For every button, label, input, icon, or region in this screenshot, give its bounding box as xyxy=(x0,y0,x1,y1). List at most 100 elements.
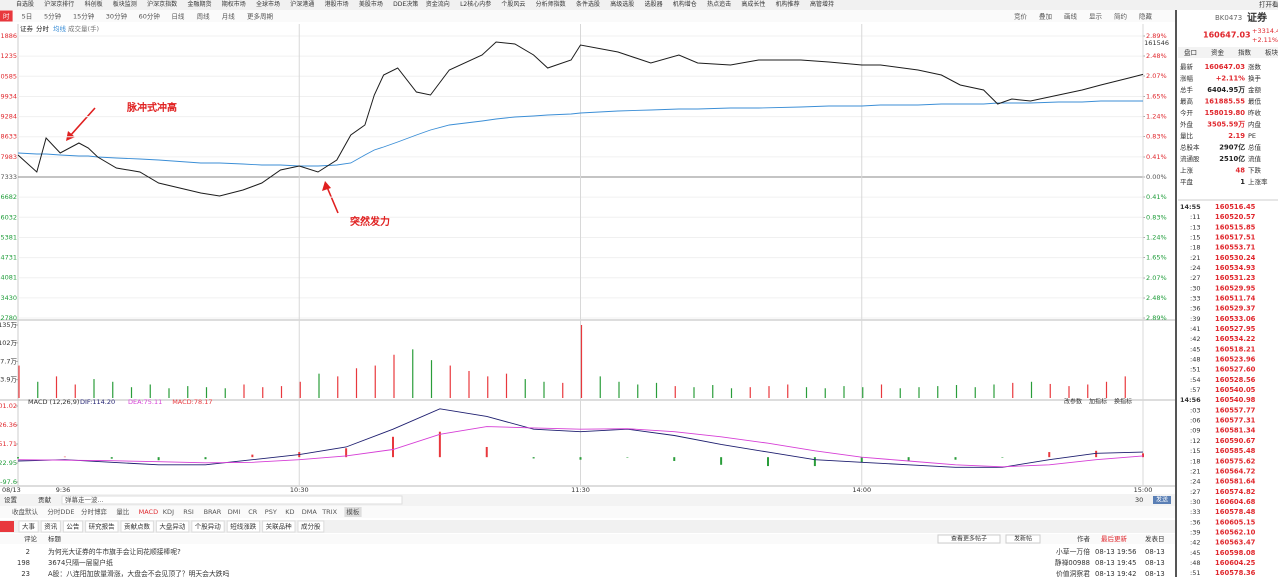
news-title[interactable]: 为何光大证券的牛市旗手会让同花顺接棒呢? xyxy=(48,547,181,556)
y-tick-label: 154081 xyxy=(0,274,17,282)
period-tab[interactable]: 5分钟 xyxy=(44,12,62,21)
menu-item[interactable]: 沪深京指数 xyxy=(147,0,177,8)
menu-item[interactable]: 高管增持 xyxy=(810,0,834,8)
indicator-tab[interactable]: MACD xyxy=(139,508,158,516)
tick-time: :06 xyxy=(1190,417,1200,425)
indicator-tool[interactable]: 加指标 xyxy=(1089,398,1107,406)
news-title[interactable]: A股：八连阳加放量滑涨，大盘会不会见顶了？明天会大跌吗 xyxy=(48,569,230,577)
y2-tick-label: 1.24% xyxy=(1146,113,1167,121)
menu-item[interactable]: 打开看 xyxy=(1259,0,1278,9)
menu-item[interactable]: 沪深港通 xyxy=(290,0,314,8)
news-header: 发表日 xyxy=(1145,534,1165,543)
quote-tab[interactable]: 板块 xyxy=(1265,48,1278,57)
menu-item[interactable]: 自选股 xyxy=(16,0,34,8)
menu-item[interactable]: 全球市场 xyxy=(256,0,280,8)
menu-item[interactable]: 港股市场 xyxy=(325,0,349,8)
y-tick-label: 159284 xyxy=(0,113,17,121)
settings-button[interactable]: 设置 xyxy=(4,495,18,504)
menu-item[interactable]: 选股器 xyxy=(645,0,663,8)
quote-tab[interactable]: 盘口 xyxy=(1184,48,1197,57)
menu-item[interactable]: 个股风云 xyxy=(501,1,525,8)
period-tab[interactable]: 30分钟 xyxy=(106,12,128,21)
menu-item[interactable]: 美股市场 xyxy=(359,0,383,8)
news-tab[interactable]: 资讯 xyxy=(44,522,58,531)
indicator-tab[interactable]: 模板 xyxy=(346,507,360,516)
quote-label: 上涨 xyxy=(1180,166,1194,175)
price-line xyxy=(17,41,1144,197)
period-tab[interactable]: 60分钟 xyxy=(139,12,161,21)
y-tick-label: 154731 xyxy=(0,254,17,262)
quote-label: 金额 xyxy=(1248,85,1262,94)
menu-item[interactable]: 资金流向 xyxy=(426,0,450,8)
indicator-tab[interactable]: KD xyxy=(285,508,294,516)
menu-item[interactable]: 热点追击 xyxy=(707,0,731,8)
menu-item[interactable]: DDE决策 xyxy=(393,0,418,8)
tick-price: 160518.21 xyxy=(1215,345,1256,353)
tool-button[interactable]: 画线 xyxy=(1064,12,1078,21)
menu-item[interactable]: 机构推荐 xyxy=(776,0,800,8)
period-tab[interactable]: 月线 xyxy=(222,12,236,21)
post-button[interactable] xyxy=(1005,534,1041,544)
menu-item[interactable]: 条件选股 xyxy=(576,0,600,8)
news-tab[interactable]: 短线涨跌 xyxy=(230,522,257,531)
news-tab[interactable]: 关联品种 xyxy=(266,522,293,531)
tick-price: 160604.25 xyxy=(1215,559,1256,567)
menu-item[interactable]: 板块监测 xyxy=(113,0,137,8)
danmaku-input[interactable] xyxy=(61,495,403,505)
period-tab[interactable]: 5日 xyxy=(22,13,33,21)
menu-item[interactable]: 科创板 xyxy=(85,0,103,8)
news-tab[interactable]: 大盘异动 xyxy=(159,522,186,531)
indicator-tab[interactable]: CR xyxy=(248,508,258,516)
indicator-tab[interactable]: 收盘默认 xyxy=(12,507,39,516)
menu-item[interactable]: L2核心内参 xyxy=(460,0,491,8)
menu-item[interactable]: 机构增仓 xyxy=(673,0,697,8)
news-tab[interactable]: 个股异动 xyxy=(195,523,222,531)
contribute-button[interactable]: 贡献 xyxy=(38,495,52,504)
indicator-tab[interactable]: 量比 xyxy=(116,507,129,516)
tick-time: :09 xyxy=(1190,427,1200,435)
indicator-tab[interactable]: RSI xyxy=(183,508,194,516)
menu-item[interactable]: 分析师指数 xyxy=(536,0,566,8)
indicator-tab[interactable]: KDJ xyxy=(163,508,174,516)
tool-button[interactable]: 简约 xyxy=(1114,12,1127,21)
period-tab[interactable]: 时 xyxy=(3,12,10,21)
period-tab[interactable]: 日线 xyxy=(171,12,185,21)
x-tick-label: 10:30 xyxy=(290,486,309,494)
menu-item[interactable]: 期权市场 xyxy=(222,0,246,8)
indicator-tab[interactable]: DMI xyxy=(228,508,241,516)
send-button[interactable] xyxy=(1153,496,1171,504)
y-tick-label: -22.95 xyxy=(0,459,17,467)
tool-button[interactable]: 显示 xyxy=(1089,13,1103,21)
y-tick-label: 102万 xyxy=(0,339,17,347)
indicator-tool[interactable]: 改参数 xyxy=(1064,398,1082,406)
news-tab[interactable]: 成分股 xyxy=(301,522,321,531)
tick-price: 160529.95 xyxy=(1215,284,1256,292)
indicator-tab[interactable]: PSY xyxy=(265,508,277,516)
period-tab[interactable]: 周线 xyxy=(197,12,211,21)
news-cell: 08-13 19:45 xyxy=(1095,559,1137,567)
tool-button[interactable]: 竞价 xyxy=(1014,12,1028,21)
more-button[interactable] xyxy=(937,534,1001,544)
indicator-tool[interactable]: 换指标 xyxy=(1114,398,1132,406)
tool-button[interactable]: 隐藏 xyxy=(1139,12,1153,21)
menu-item[interactable]: 沪深京排行 xyxy=(44,0,74,8)
period-tab[interactable]: 15分钟 xyxy=(73,12,95,21)
news-tab[interactable]: 研究报告 xyxy=(89,522,116,531)
indicator-tab[interactable]: TRIX xyxy=(321,508,337,516)
y-tick-label: 158633 xyxy=(0,133,17,141)
indicator-tab[interactable]: 分时DDE xyxy=(47,507,74,516)
menu-item[interactable]: 高级选股 xyxy=(610,0,634,8)
news-title[interactable]: 3674只隔一层窗户纸 xyxy=(48,558,113,567)
period-tab[interactable]: 更多周期 xyxy=(247,12,274,21)
quote-tab[interactable]: 资金 xyxy=(1211,48,1225,57)
indicator-tab[interactable]: BRAR xyxy=(204,508,222,516)
news-tab[interactable]: 公告 xyxy=(66,522,80,531)
menu-item[interactable]: 金融期货 xyxy=(187,0,211,8)
news-tab[interactable]: 大事 xyxy=(22,522,36,531)
indicator-tab[interactable]: 分时博弈 xyxy=(81,507,108,516)
news-tab[interactable]: 贡献点数 xyxy=(124,522,151,531)
indicator-tab[interactable]: DMA xyxy=(302,508,318,516)
menu-item[interactable]: 高成长性 xyxy=(741,0,765,8)
quote-tab[interactable]: 指数 xyxy=(1238,48,1252,57)
tool-button[interactable]: 叠加 xyxy=(1039,12,1052,21)
